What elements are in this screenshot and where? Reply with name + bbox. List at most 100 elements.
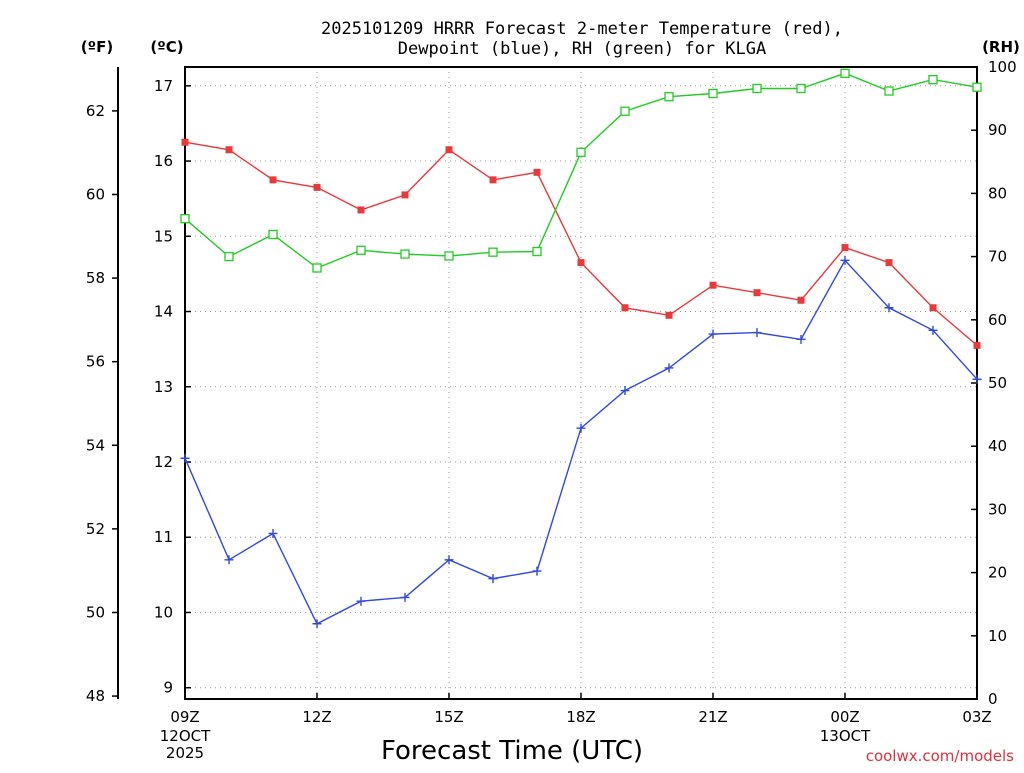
dewpoint-point	[532, 566, 542, 576]
grid-layer	[184, 67, 978, 699]
temperature-point	[313, 183, 321, 191]
temperature-point	[269, 176, 277, 184]
rh-point	[708, 88, 718, 99]
temperature-point	[181, 138, 189, 146]
dewpoint-point	[444, 555, 454, 565]
dewpoint-point	[356, 596, 366, 606]
rh-point	[972, 82, 982, 92]
temperature-point	[797, 296, 805, 304]
rh-point	[224, 251, 234, 262]
rh-point	[180, 214, 190, 224]
celsius-tick-label: 15	[154, 227, 173, 245]
rh-point	[356, 245, 366, 255]
fahrenheit-unit-label: (ºF)	[81, 38, 113, 56]
x-date-label: 12OCT	[160, 727, 211, 745]
dewpoint-point	[620, 386, 630, 396]
temperature-point	[445, 146, 453, 154]
dewpoint-point	[796, 334, 806, 344]
dewpoint-point	[180, 453, 190, 463]
fahrenheit-tick-label: 50	[86, 603, 105, 621]
fahrenheit-tick-label: 48	[86, 687, 105, 705]
temperature-point	[929, 304, 937, 312]
temperature-point	[401, 191, 409, 199]
fahrenheit-tick-label: 56	[86, 353, 105, 371]
rh-tick-label: 0	[988, 690, 998, 708]
temperature-point	[973, 341, 981, 349]
fahrenheit-tick-label: 62	[86, 102, 105, 120]
celsius-tick-label: 12	[154, 453, 173, 471]
fahrenheit-tick-label: 52	[86, 520, 105, 538]
rh-point	[532, 246, 542, 257]
dewpoint-point	[664, 363, 674, 373]
dewpoint-point	[312, 619, 322, 629]
x-tick-label: 00Z	[830, 708, 859, 726]
celsius-tick-label: 14	[154, 303, 173, 321]
temperature-point	[533, 168, 541, 176]
rh-point	[620, 106, 630, 116]
rh-point	[576, 147, 586, 157]
temperature-point	[665, 311, 673, 319]
rh-tick-label: 20	[988, 564, 1007, 582]
rh-point	[312, 263, 322, 273]
rh-tick-label: 40	[988, 437, 1007, 455]
x-tick-label: 09Z	[170, 708, 199, 726]
x-axis-title: Forecast Time (UTC)	[381, 736, 643, 766]
fahrenheit-tick-label: 54	[86, 436, 105, 454]
rh-point	[664, 92, 674, 102]
rh-tick-label: 70	[988, 248, 1007, 266]
rh-point	[796, 83, 806, 94]
rh-point	[488, 247, 498, 257]
celsius-tick-label: 16	[154, 152, 173, 170]
dewpoint-point	[884, 303, 894, 313]
dewpoint-point	[400, 592, 410, 602]
rh-tick-label: 90	[988, 121, 1007, 139]
temperature-point	[753, 289, 761, 297]
celsius-tick-label: 11	[154, 528, 173, 546]
series-layer	[180, 68, 982, 629]
credit-text: coolwx.com/models	[866, 747, 1014, 765]
x-date-label: 13OCT	[820, 727, 871, 745]
dewpoint-point	[268, 528, 278, 538]
rh-tick-label: 10	[988, 627, 1007, 645]
dewpoint-point	[972, 374, 982, 384]
fahrenheit-tick-label: 58	[86, 269, 105, 287]
x-tick-label: 12Z	[302, 708, 331, 726]
celsius-tick-label: 10	[154, 603, 173, 621]
x-date-label: 2025	[166, 744, 204, 762]
x-tick-label: 03Z	[962, 708, 991, 726]
chart-title-line1: 2025101209 HRRR Forecast 2-meter Tempera…	[321, 19, 843, 39]
dewpoint-point	[752, 328, 762, 338]
rh-point	[884, 86, 894, 96]
rh-tick-label: 80	[988, 184, 1007, 202]
fahrenheit-tick-label: 60	[86, 185, 105, 203]
dewpoint-point	[708, 329, 718, 339]
rh-unit-label: (RH)	[982, 38, 1020, 56]
rh-point	[400, 249, 410, 259]
dewpoint-point	[840, 255, 850, 265]
temperature-point	[621, 304, 629, 312]
temperature-point	[577, 259, 585, 267]
rh-point	[840, 68, 850, 78]
celsius-tick-label: 17	[154, 77, 173, 95]
dewpoint-point	[224, 555, 234, 565]
dewpoint-point	[928, 325, 938, 335]
rh-point	[268, 229, 278, 240]
x-tick-label: 15Z	[434, 708, 463, 726]
celsius-tick-label: 13	[154, 378, 173, 396]
dewpoint-point	[488, 574, 498, 584]
celsius-unit-label: (ºC)	[150, 38, 183, 56]
temperature-point	[357, 206, 365, 214]
x-tick-label: 21Z	[698, 708, 727, 726]
x-tick-label: 18Z	[566, 708, 595, 726]
rh-tick-label: 60	[988, 311, 1007, 329]
rh-tick-label: 100	[988, 58, 1017, 76]
rh-point	[928, 74, 938, 85]
rh-point	[444, 251, 454, 261]
temperature-point	[225, 146, 233, 154]
temperature-point	[489, 176, 497, 184]
temperature-point	[709, 281, 717, 289]
celsius-tick-label: 9	[163, 679, 173, 697]
dewpoint-point	[576, 423, 586, 433]
